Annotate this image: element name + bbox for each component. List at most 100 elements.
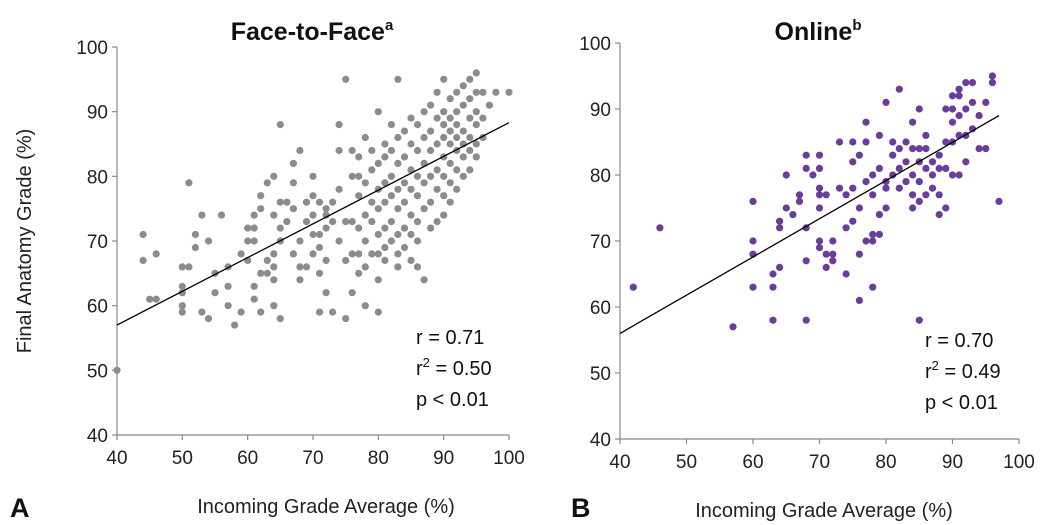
- panel-b-x-tick-label: 50: [676, 452, 697, 473]
- panel-a-data-point: [204, 315, 213, 323]
- panel-a-data-point: [315, 269, 324, 277]
- panel-a-data-point: [342, 75, 350, 83]
- panel-a-data-point: [433, 140, 441, 148]
- panel-a-data-point: [185, 179, 193, 187]
- panel-b-x-tick-label: 90: [942, 452, 963, 473]
- panel-b-stat-r2: r2 = 0.49: [925, 358, 1001, 383]
- panel-a-data-point: [152, 295, 160, 303]
- panel-b-data-point: [875, 164, 884, 172]
- panel-b-data-point: [942, 164, 950, 172]
- panel-b-data-point: [842, 191, 850, 199]
- panel-a-data-point: [113, 366, 121, 374]
- panel-a-data-point: [355, 224, 363, 232]
- panel-a-data-point: [178, 308, 186, 316]
- panel-a-data-point: [446, 198, 454, 206]
- panel-a-data-point: [433, 218, 441, 226]
- panel-a-data-point: [289, 159, 297, 167]
- panel-a-data-point: [466, 133, 474, 142]
- panel-a-data-point: [479, 114, 487, 122]
- panel-a-data-point: [348, 218, 356, 226]
- panel-a-data-point: [374, 230, 382, 239]
- panel-a-data-point: [244, 224, 252, 232]
- panel-a-stat-p: p < 0.01: [416, 389, 489, 411]
- panel-b-data-point: [909, 204, 917, 212]
- panel-a-data-point: [440, 121, 448, 129]
- panel-a-data-point: [381, 224, 389, 232]
- panel-b-data-point: [948, 171, 957, 179]
- panel-b-y-tick-label: 40: [590, 430, 611, 451]
- panel-b-data-point: [948, 118, 957, 126]
- panel-a-data-point: [368, 218, 376, 226]
- panel-a-data-point: [407, 256, 415, 264]
- panel-a-data-point: [387, 218, 395, 226]
- panel-a-data-point: [211, 289, 219, 297]
- panel-b-data-point: [842, 270, 850, 278]
- panel-b-title: Onlineb: [775, 17, 862, 46]
- panel-a-data-point: [420, 276, 428, 284]
- panel-a-data-point: [400, 153, 409, 161]
- panel-b-data-point: [855, 296, 864, 304]
- panel-b-data-point: [909, 191, 917, 199]
- panel-a-data-point: [394, 185, 402, 193]
- panel-a-x-tick-label: 80: [368, 448, 389, 469]
- panel-a-x-tick-label: 100: [493, 448, 525, 469]
- panel-b-data-point: [895, 85, 903, 93]
- panel-b-data-point: [869, 171, 877, 179]
- panel-a-data-point: [361, 237, 369, 245]
- panel-b-data-point: [815, 184, 824, 192]
- panel-a-data-point: [315, 230, 324, 239]
- panel-a-data-point: [472, 88, 480, 96]
- panel-b-data-point: [862, 138, 870, 146]
- panel-a-data-point: [420, 179, 428, 187]
- panel-a-stat-r2-suffix: = 0.50: [430, 358, 492, 380]
- panel-a-title-superscript: a: [385, 17, 394, 34]
- panel-a-data-point: [427, 198, 435, 206]
- panel-a-data-point: [394, 133, 402, 142]
- panel-a-data-point: [270, 250, 278, 258]
- panel-a-data-point: [250, 211, 258, 219]
- panel-b-data-point: [855, 151, 864, 159]
- panel-a-data-point: [178, 263, 186, 271]
- panel-a-data-point: [335, 146, 343, 155]
- panel-a-data-point: [315, 308, 324, 316]
- panel-b-data-point: [922, 145, 930, 153]
- panel-a-trendline: [116, 122, 510, 326]
- panel-a-data-point: [368, 146, 376, 155]
- panel-a-data-point: [472, 153, 480, 161]
- panel-b-stat-r: r = 0.70: [925, 330, 993, 352]
- panel-a-data-point: [453, 133, 461, 142]
- panel-a-y-tick-label: 80: [87, 167, 108, 188]
- panel-b-data-point: [862, 237, 870, 245]
- panel-b-data-point: [829, 250, 837, 258]
- panel-a-data-point: [270, 263, 278, 271]
- panel-b-y-tick-label: 60: [590, 298, 611, 319]
- panel-a-data-point: [355, 269, 363, 277]
- panel-b-data-point: [915, 316, 923, 324]
- panel-a-data-point: [407, 114, 415, 122]
- panel-a-x-tick-label: 70: [302, 448, 323, 469]
- panel-a-data-point: [440, 211, 448, 219]
- panel-a-data-point: [322, 256, 330, 264]
- panel-b-data-point: [802, 164, 810, 172]
- panel-a-data-point: [244, 237, 252, 245]
- panel-b-data-point: [889, 151, 897, 159]
- panel-a-data-point: [459, 101, 467, 109]
- panel-b-data-point: [835, 184, 844, 192]
- panel-a-data-point: [433, 185, 441, 193]
- panel-b-x-ticks: 40 50 60 70 80 90 100: [609, 439, 1035, 473]
- panel-b-data-point: [849, 138, 857, 146]
- panel-a-data-point: [446, 95, 454, 103]
- panel-a-data-point: [263, 256, 271, 264]
- panel-a-data-point: [459, 153, 467, 161]
- panel-a-data-point: [453, 88, 461, 96]
- panel-b-data-point: [962, 105, 970, 113]
- panel-a-data-point: [309, 172, 317, 180]
- panel-b-data-point: [955, 85, 963, 93]
- panel-a-data-point: [342, 256, 350, 264]
- panel-b-data-point: [955, 92, 963, 100]
- panel-a-data-point: [342, 315, 350, 323]
- panel-b-title-superscript: b: [852, 17, 861, 34]
- panel-b-data-point: [795, 197, 804, 205]
- panel-a-data-point: [420, 133, 428, 142]
- panel-a-data-point: [427, 101, 435, 109]
